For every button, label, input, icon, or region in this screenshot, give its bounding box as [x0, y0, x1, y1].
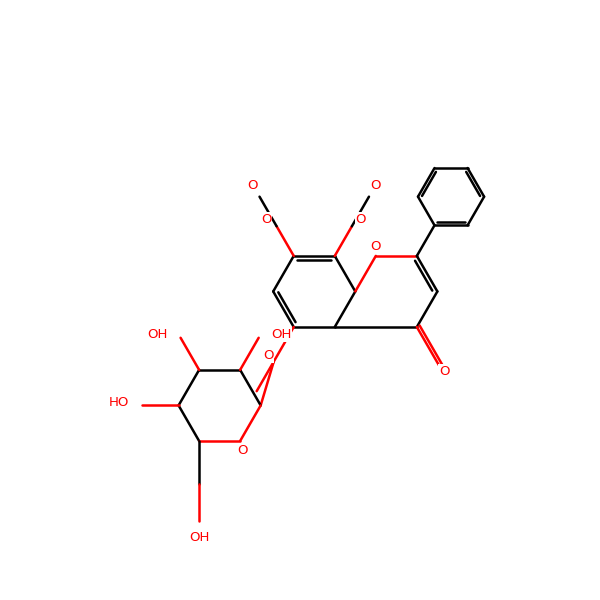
Text: OH: OH: [271, 328, 292, 341]
Text: O: O: [371, 179, 381, 192]
Text: OH: OH: [148, 328, 168, 341]
Text: O: O: [355, 213, 365, 226]
Text: O: O: [371, 240, 381, 253]
Text: HO: HO: [109, 396, 129, 409]
Text: O: O: [439, 365, 449, 377]
Text: O: O: [261, 213, 272, 226]
Text: OH: OH: [189, 531, 209, 544]
Text: O: O: [247, 179, 258, 192]
Text: O: O: [237, 444, 248, 457]
Text: O: O: [263, 349, 274, 362]
